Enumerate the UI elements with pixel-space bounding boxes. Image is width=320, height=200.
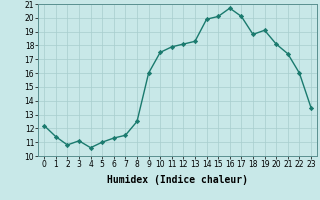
- X-axis label: Humidex (Indice chaleur): Humidex (Indice chaleur): [107, 175, 248, 185]
